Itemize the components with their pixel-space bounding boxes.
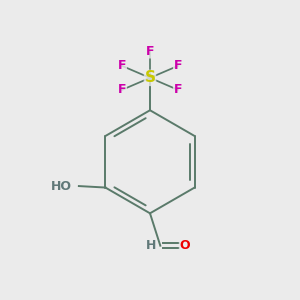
Text: S: S xyxy=(145,70,155,86)
Text: F: F xyxy=(174,83,182,96)
Text: HO: HO xyxy=(50,180,71,193)
Text: F: F xyxy=(118,83,126,96)
Text: F: F xyxy=(174,59,182,72)
Text: F: F xyxy=(146,45,154,58)
Text: O: O xyxy=(179,239,190,252)
Text: H: H xyxy=(146,239,156,252)
Text: F: F xyxy=(118,59,126,72)
